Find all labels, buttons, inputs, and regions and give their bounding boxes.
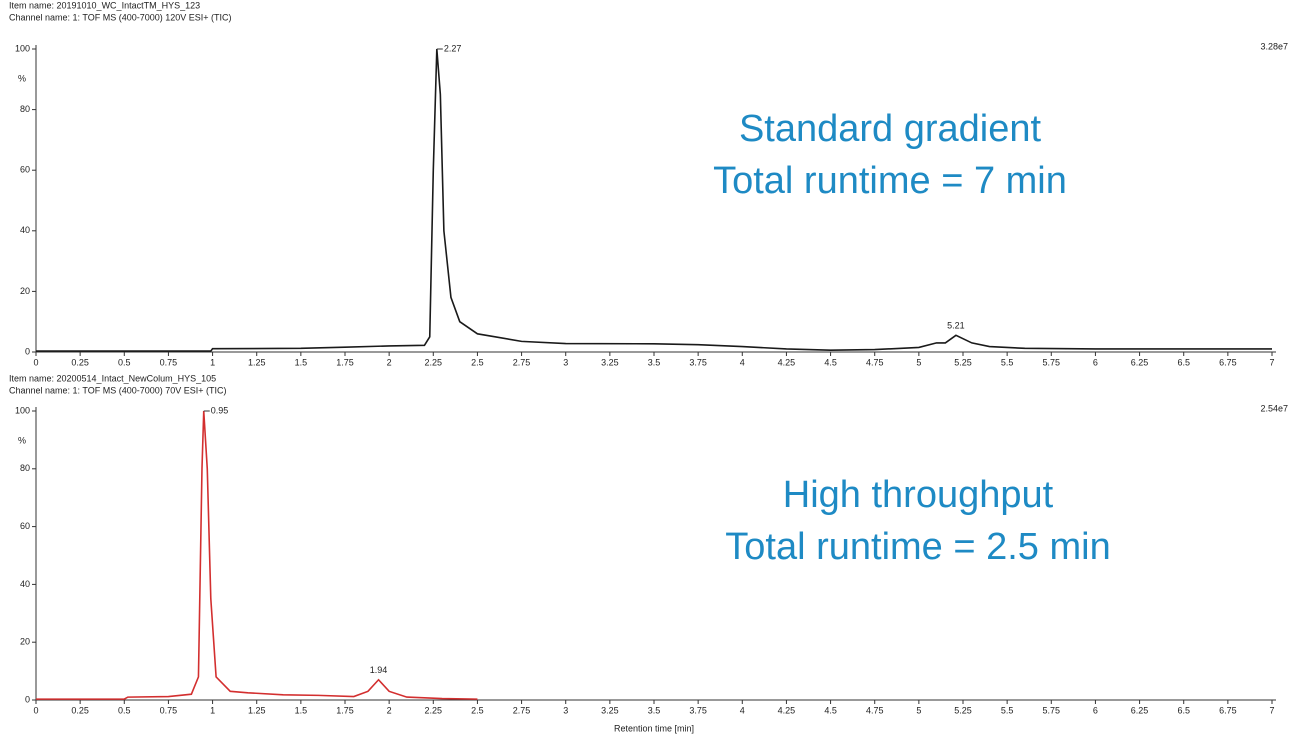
x-tick-label: 0.25 [71, 705, 89, 715]
peak-label: 0.95 [211, 405, 229, 415]
y-tick-label: 20 [20, 637, 30, 647]
x-tick-label: 6.25 [1131, 357, 1149, 367]
x-tick-label: 3.25 [601, 705, 619, 715]
peak-label: 2.27 [444, 43, 462, 53]
y-tick-label: 80 [20, 463, 30, 473]
x-tick-label: 2.75 [513, 705, 531, 715]
x-tick-label: 6.25 [1131, 705, 1149, 715]
y-tick-label: 80 [20, 104, 30, 114]
scale-label: 3.28e7 [1260, 41, 1288, 51]
x-tick-label: 1.5 [295, 357, 308, 367]
x-tick-label: 2.75 [513, 357, 531, 367]
x-axis-label: Retention time [min] [614, 723, 694, 733]
x-tick-label: 3.75 [689, 705, 707, 715]
y-tick-label: 100 [15, 43, 30, 53]
x-tick-label: 7 [1269, 705, 1274, 715]
y-tick-label: 0 [25, 694, 30, 704]
x-tick-label: 2 [387, 705, 392, 715]
x-tick-label: 2 [387, 357, 392, 367]
y-tick-label: 60 [20, 165, 30, 175]
x-tick-label: 0.5 [118, 705, 131, 715]
x-tick-label: 6.5 [1177, 357, 1190, 367]
x-tick-label: 3.5 [648, 357, 661, 367]
x-tick-label: 4.25 [778, 357, 796, 367]
x-tick-label: 4.5 [824, 705, 837, 715]
x-tick-label: 2.25 [425, 357, 443, 367]
chromatogram-line [36, 48, 1272, 352]
x-tick-label: 1.75 [336, 357, 354, 367]
x-tick-label: 1 [210, 705, 215, 715]
chromatogram-line [36, 410, 478, 700]
peak-label: 5.21 [947, 321, 965, 331]
x-tick-label: 6.5 [1177, 705, 1190, 715]
x-tick-label: 0.75 [160, 705, 178, 715]
x-tick-label: 6 [1093, 357, 1098, 367]
x-tick-label: 3.25 [601, 357, 619, 367]
y-tick-label: 20 [20, 286, 30, 296]
x-tick-label: 0.5 [118, 357, 131, 367]
x-tick-label: 4 [740, 357, 745, 367]
x-tick-label: 5.25 [954, 357, 972, 367]
x-tick-label: 7 [1269, 357, 1274, 367]
x-tick-label: 3 [563, 357, 568, 367]
x-tick-label: 3.75 [689, 357, 707, 367]
x-tick-label: 0 [33, 705, 38, 715]
y-axis-label: % [18, 73, 26, 83]
x-tick-label: 5.75 [1043, 705, 1061, 715]
x-tick-label: 4.25 [778, 705, 796, 715]
x-tick-label: 4.75 [866, 357, 884, 367]
x-tick-label: 2.5 [471, 705, 484, 715]
x-tick-label: 0.25 [71, 357, 89, 367]
x-tick-label: 2.25 [425, 705, 443, 715]
y-tick-label: 100 [15, 405, 30, 415]
annotation: Total runtime = 7 min [713, 160, 1067, 202]
x-tick-label: 3 [563, 705, 568, 715]
x-tick-label: 6.75 [1219, 357, 1237, 367]
x-tick-label: 0.75 [160, 357, 178, 367]
y-tick-label: 60 [20, 521, 30, 531]
x-tick-label: 5.5 [1001, 705, 1014, 715]
x-tick-label: 5 [916, 357, 921, 367]
x-tick-label: 5.75 [1043, 357, 1061, 367]
x-tick-label: 6 [1093, 705, 1098, 715]
x-tick-label: 4.75 [866, 705, 884, 715]
x-tick-label: 1 [210, 357, 215, 367]
channel-name: Channel name: 1: TOF MS (400-7000) 70V E… [9, 385, 227, 395]
x-tick-label: 6.75 [1219, 705, 1237, 715]
x-tick-label: 5 [916, 705, 921, 715]
x-tick-label: 4 [740, 705, 745, 715]
x-tick-label: 5.25 [954, 705, 972, 715]
channel-name: Channel name: 1: TOF MS (400-7000) 120V … [9, 12, 232, 22]
scale-label: 2.54e7 [1260, 403, 1288, 413]
x-tick-label: 1.25 [248, 357, 266, 367]
x-tick-label: 2.5 [471, 357, 484, 367]
y-tick-label: 40 [20, 579, 30, 589]
x-tick-label: 1.5 [295, 705, 308, 715]
annotation: Total runtime = 2.5 min [725, 526, 1110, 568]
peak-label: 1.94 [370, 665, 388, 675]
annotation: High throughput [783, 474, 1054, 516]
y-tick-label: 40 [20, 225, 30, 235]
y-axis-label: % [18, 435, 26, 445]
annotation: Standard gradient [739, 108, 1042, 150]
x-tick-label: 3.5 [648, 705, 661, 715]
x-tick-label: 1.25 [248, 705, 266, 715]
x-tick-label: 4.5 [824, 357, 837, 367]
y-tick-label: 0 [25, 346, 30, 356]
x-tick-label: 1.75 [336, 705, 354, 715]
item-name: Item name: 20191010_WC_IntactTM_HYS_123 [9, 0, 200, 10]
item-name: Item name: 20200514_Intact_NewColum_HYS_… [9, 373, 216, 383]
x-tick-label: 5.5 [1001, 357, 1014, 367]
x-tick-label: 0 [33, 357, 38, 367]
